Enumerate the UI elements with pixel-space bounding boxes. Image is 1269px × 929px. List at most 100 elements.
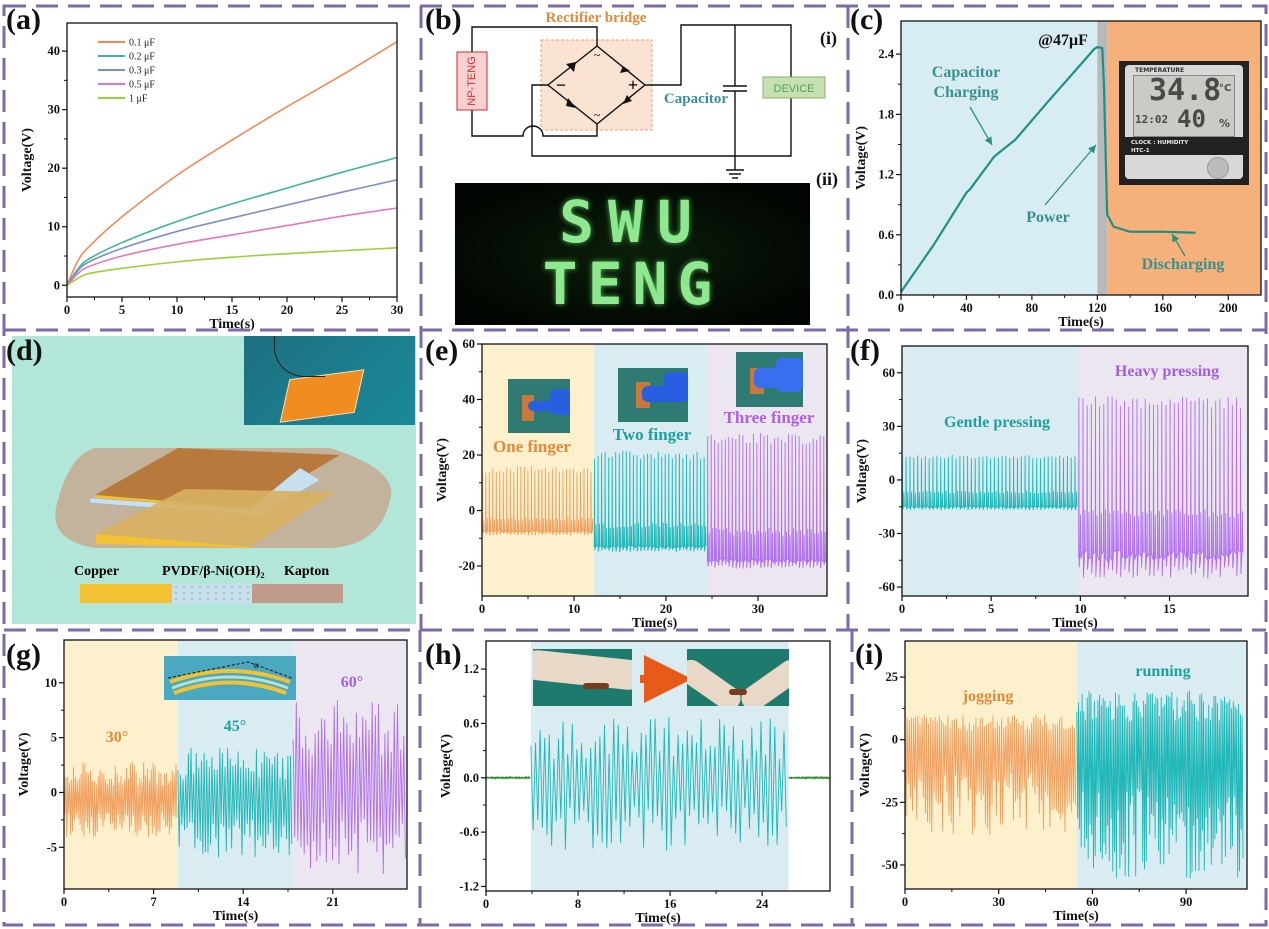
panel-label-a: (a) <box>6 3 41 36</box>
power-arrow-icon <box>1044 144 1097 206</box>
series-line-0 <box>900 45 1196 293</box>
x-tick-label: 0 <box>483 897 489 911</box>
x-tick-label: 90 <box>1180 895 1193 909</box>
x-tick-label: 20 <box>281 303 294 317</box>
y-tick-label: 60 <box>463 337 476 351</box>
x-tick-label: 120 <box>1088 301 1107 315</box>
x-tick-label: 16 <box>664 897 677 911</box>
x-axis-label: Time(s) <box>1052 616 1098 631</box>
rectifier-title: Rectifier bridge <box>546 10 647 26</box>
thermo-clock: 12:02 <box>1135 113 1169 126</box>
angle-45-label: 45° <box>223 717 247 735</box>
signal-trace-1 <box>593 451 707 553</box>
x-axis-label: Time(s) <box>1053 909 1099 924</box>
y-tick-label: 40 <box>463 393 476 407</box>
panel-label-c: (c) <box>850 3 884 36</box>
y-tick-label: 0 <box>469 504 475 518</box>
shaded-region <box>901 21 1098 295</box>
x-tick-label: 8 <box>575 897 581 911</box>
y-tick-label: 25 <box>886 670 899 684</box>
y-tick-label: 0 <box>889 473 895 487</box>
x-tick-label: 0 <box>61 895 67 909</box>
y-tick-label: -50 <box>881 858 898 872</box>
legend-label: 0.1 μF <box>129 38 155 49</box>
y-tick-label: 0 <box>54 278 60 292</box>
signal-trace-0 <box>63 761 178 838</box>
x-tick-label: 5 <box>119 303 125 317</box>
angle-60-label: 60° <box>340 673 364 691</box>
panel-label-e: (e) <box>425 334 459 367</box>
x-tick-label: 7 <box>150 895 156 909</box>
x-tick-label: 15 <box>1163 602 1176 616</box>
plot-frame <box>901 345 1249 597</box>
minus-symbol: − <box>556 75 566 95</box>
sub-label-ii: (ii) <box>816 169 838 190</box>
thermometer-photo: TEMPERATURE 34.8 °C 12:02 40 % CLOCK : H… <box>1119 61 1249 185</box>
bending-angle-inset: α <box>164 656 296 700</box>
signal-trace-0 <box>485 775 531 780</box>
jogging-label: jogging <box>962 687 1014 705</box>
signal-trace-0 <box>481 466 594 536</box>
y-tick-label: 0.0 <box>463 771 479 785</box>
y-tick-label: 0 <box>51 785 57 799</box>
angle-30-label: 30° <box>105 728 129 746</box>
diode-icons <box>566 62 632 108</box>
plus-symbol: + <box>628 75 638 95</box>
thermo-humidity-value: 40 <box>1177 105 1206 133</box>
running-label: running <box>1135 662 1191 680</box>
plot-frame <box>63 639 408 890</box>
capacitor-label: Capacitor <box>664 91 728 107</box>
np-teng-label: NP-TENG <box>466 56 478 106</box>
panel-label-g: (g) <box>6 638 41 671</box>
series-line-0 <box>66 41 398 286</box>
three-finger-label: Three finger <box>723 408 815 428</box>
panel-label-f: (f) <box>850 334 880 367</box>
circuit-wires <box>471 24 792 179</box>
signal-trace-2 <box>706 432 827 569</box>
y-axis-label: Voltage(V) <box>17 732 32 796</box>
legend-kapton-label: Kapton <box>284 564 330 579</box>
plot-frame <box>485 640 831 892</box>
chart-i: 0 30 60 90 -50 -25 0 25 Time(s) Voltage(V) <box>858 640 1248 924</box>
y-tick-label: 1.2 <box>878 168 894 182</box>
gentle-pressing-label: Gentle pressing <box>944 413 1050 431</box>
x-tick-label: 30 <box>391 303 404 317</box>
two-finger-photo <box>618 368 688 422</box>
device-box <box>762 76 826 99</box>
legend-copper-label: Copper <box>74 564 120 579</box>
x-tick-label: 14 <box>237 895 250 909</box>
ac-symbol-top: ~ <box>594 48 601 62</box>
y-tick-label: 10 <box>45 676 58 690</box>
x-tick-label: 20 <box>660 602 673 616</box>
y-axis-label: Voltage(V) <box>439 734 454 798</box>
y-tick-label: -5 <box>47 840 57 854</box>
x-tick-label: 10 <box>568 602 581 616</box>
signal-trace-2 <box>292 700 406 874</box>
y-axis-label: Voltage(V) <box>854 126 869 190</box>
y-axis-label: Voltage(V) <box>20 128 35 192</box>
x-tick-label: 160 <box>1153 301 1172 315</box>
three-finger-photo <box>736 352 803 407</box>
plot-frame <box>900 20 1262 296</box>
y-tick-label: -25 <box>881 795 898 809</box>
y-tick-label: -60 <box>878 580 895 594</box>
two-finger-label: Two finger <box>612 425 692 445</box>
capacitance-label: @47μF <box>1038 31 1088 49</box>
x-tick-label: 60 <box>1086 895 1099 909</box>
x-tick-label: 15 <box>226 303 239 317</box>
x-tick-label: 5 <box>988 602 994 616</box>
y-tick-label: 0.0 <box>878 288 894 302</box>
chart-g: 0 7 14 21 -5 0 5 10 Time(s) Voltage(V) <box>17 639 408 924</box>
y-tick-label: 0.6 <box>463 716 479 730</box>
y-axis-label: Voltage(V) <box>858 733 873 797</box>
x-tick-label: 0 <box>902 895 908 909</box>
led-photo: SWU TENG <box>455 183 810 325</box>
x-tick-label: 10 <box>1074 602 1087 616</box>
shaded-region <box>1097 21 1108 295</box>
y-tick-label: -20 <box>458 559 475 573</box>
x-tick-label: 24 <box>756 897 769 911</box>
y-tick-label: -1.2 <box>459 879 479 893</box>
x-axis-label: Time(s) <box>635 911 681 926</box>
